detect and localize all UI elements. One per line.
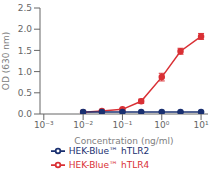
svg-text:2.5: 2.5 (18, 3, 32, 13)
svg-text:10⁻¹: 10⁻¹ (113, 120, 133, 130)
svg-text:10⁻³: 10⁻³ (34, 120, 54, 130)
html-text:HEK-Blue™ hTLR2: HEK-Blue™ hTLR2 (68, 145, 150, 156)
html-text:HEK-Blue™ hTLR4: HEK-Blue™ hTLR4 (68, 159, 150, 170)
svg-text:Concentration (ng/ml): Concentration (ng/ml) (74, 136, 173, 146)
svg-text:0.0: 0.0 (18, 109, 33, 119)
svg-text:10⁻²: 10⁻² (73, 120, 93, 130)
svg-text:0.5: 0.5 (18, 88, 32, 98)
svg-text:OD (630 nm): OD (630 nm) (8, 32, 11, 90)
svg-text:10⁰: 10⁰ (154, 120, 169, 130)
svg-text:10¹: 10¹ (194, 120, 209, 130)
svg-text:1.0: 1.0 (18, 67, 33, 77)
svg-text:1.5: 1.5 (18, 46, 32, 56)
svg-text:2.0: 2.0 (18, 24, 33, 34)
